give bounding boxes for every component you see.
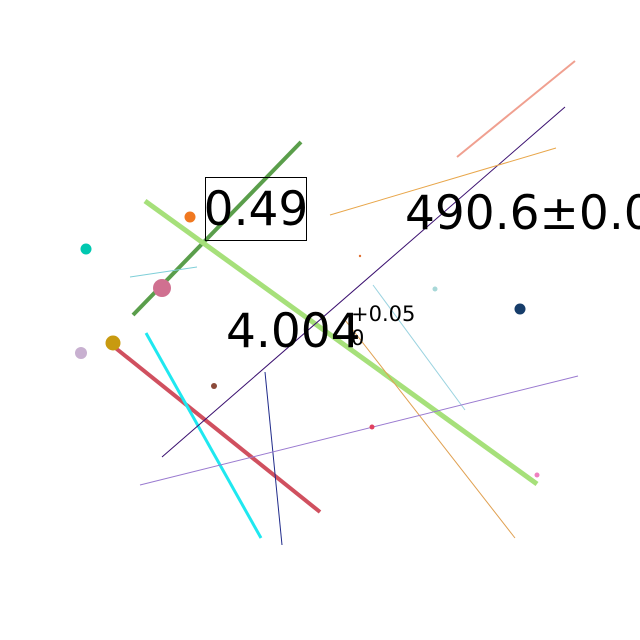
asymmetric-uncertainty-label: 4.004 +0.05 0 [226, 302, 415, 359]
dot-magenta [534, 472, 540, 478]
asymmetric-subscript: 0 [351, 326, 365, 351]
line-teal-short [129, 266, 198, 278]
dot-pink [153, 279, 171, 297]
dot-teal [80, 243, 92, 255]
line-orange-mid [344, 319, 516, 539]
dot-brown [211, 383, 217, 389]
dot-lavender [75, 347, 87, 359]
line-cyan [144, 332, 263, 539]
boxed-value-text: 0.49 [203, 181, 309, 237]
asymmetric-superscript: +0.05 [351, 302, 416, 326]
asymmetric-base-value: 4.004 [226, 304, 361, 359]
line-salmon [456, 60, 576, 158]
boxed-value-label: 0.49 [203, 177, 309, 241]
dot-small-orange [358, 254, 362, 258]
dot-light-cyan [432, 286, 438, 292]
dot-navy [514, 303, 526, 315]
line-violet [139, 375, 579, 486]
line-light-blue [372, 284, 466, 411]
dot-orange [184, 211, 196, 223]
plus-minus-value-label: 490.6±0.05 [405, 186, 640, 241]
line-dark-purple [161, 106, 566, 458]
line-red [111, 344, 322, 514]
dot-mustard [105, 335, 121, 351]
asymmetric-scripts: +0.05 0 [351, 302, 415, 350]
line-orange-top [329, 147, 557, 216]
line-navy [264, 371, 283, 546]
dot-red [369, 424, 375, 430]
line-light-green [143, 198, 539, 487]
